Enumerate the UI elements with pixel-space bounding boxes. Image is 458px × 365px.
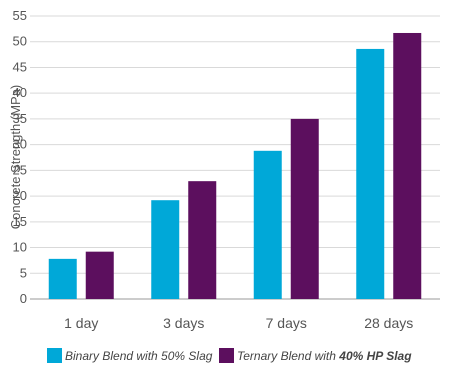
y-tick-label: 0 — [20, 291, 27, 306]
y-tick-label: 5 — [20, 265, 27, 280]
bar-ternary-0 — [85, 251, 114, 299]
legend-item-binary: Binary Blend with 50% Slag — [47, 348, 212, 363]
legend-swatch-ternary — [219, 348, 234, 363]
bar-ternary-3 — [393, 32, 422, 299]
bars — [48, 32, 422, 299]
y-tick-label: 35 — [13, 111, 27, 126]
legend-label-binary: Binary Blend with 50% Slag — [65, 348, 213, 363]
legend-label-ternary-bold: 40% HP Slag — [339, 348, 412, 363]
y-tick-label: 50 — [13, 34, 27, 49]
legend-swatch-binary — [47, 348, 62, 363]
x-category-label: 3 days — [163, 315, 204, 331]
legend-label-ternary: Ternary Blend with 40% HP Slag — [237, 349, 412, 363]
x-category-labels: 1 day 3 days 7 days 28 days — [64, 315, 413, 331]
y-tick-label: 55 — [13, 8, 27, 23]
y-tick-label: 20 — [13, 188, 27, 203]
bar-binary-1 — [151, 200, 180, 299]
bar-binary-0 — [48, 258, 77, 299]
legend: Binary Blend with 50% Slag Ternary Blend… — [47, 348, 458, 365]
bar-chart: 0 5 10 15 20 25 30 35 40 45 50 55 1 day 3 days 7 days… — [8, 8, 440, 331]
x-category-label: 28 days — [364, 315, 413, 331]
y-tick-label: 10 — [13, 240, 27, 255]
y-tick-label: 15 — [13, 214, 27, 229]
legend-label-ternary-prefix: Ternary Blend with — [237, 348, 340, 363]
y-tick-labels: 0 5 10 15 20 25 30 35 40 45 50 55 — [13, 8, 27, 306]
bar-binary-2 — [253, 150, 282, 299]
legend-item-ternary: Ternary Blend with 40% HP Slag — [219, 348, 412, 363]
y-tick-label: 45 — [13, 59, 27, 74]
y-tick-label: 40 — [13, 85, 27, 100]
x-category-label: 1 day — [64, 315, 98, 331]
y-axis-title: Concrete Strength (MPa) — [8, 85, 23, 230]
bar-ternary-1 — [188, 181, 217, 299]
y-tick-label: 25 — [13, 162, 27, 177]
y-tick-label: 30 — [13, 137, 27, 152]
x-category-label: 7 days — [266, 315, 307, 331]
bar-ternary-2 — [290, 118, 319, 299]
bar-binary-3 — [356, 48, 385, 299]
